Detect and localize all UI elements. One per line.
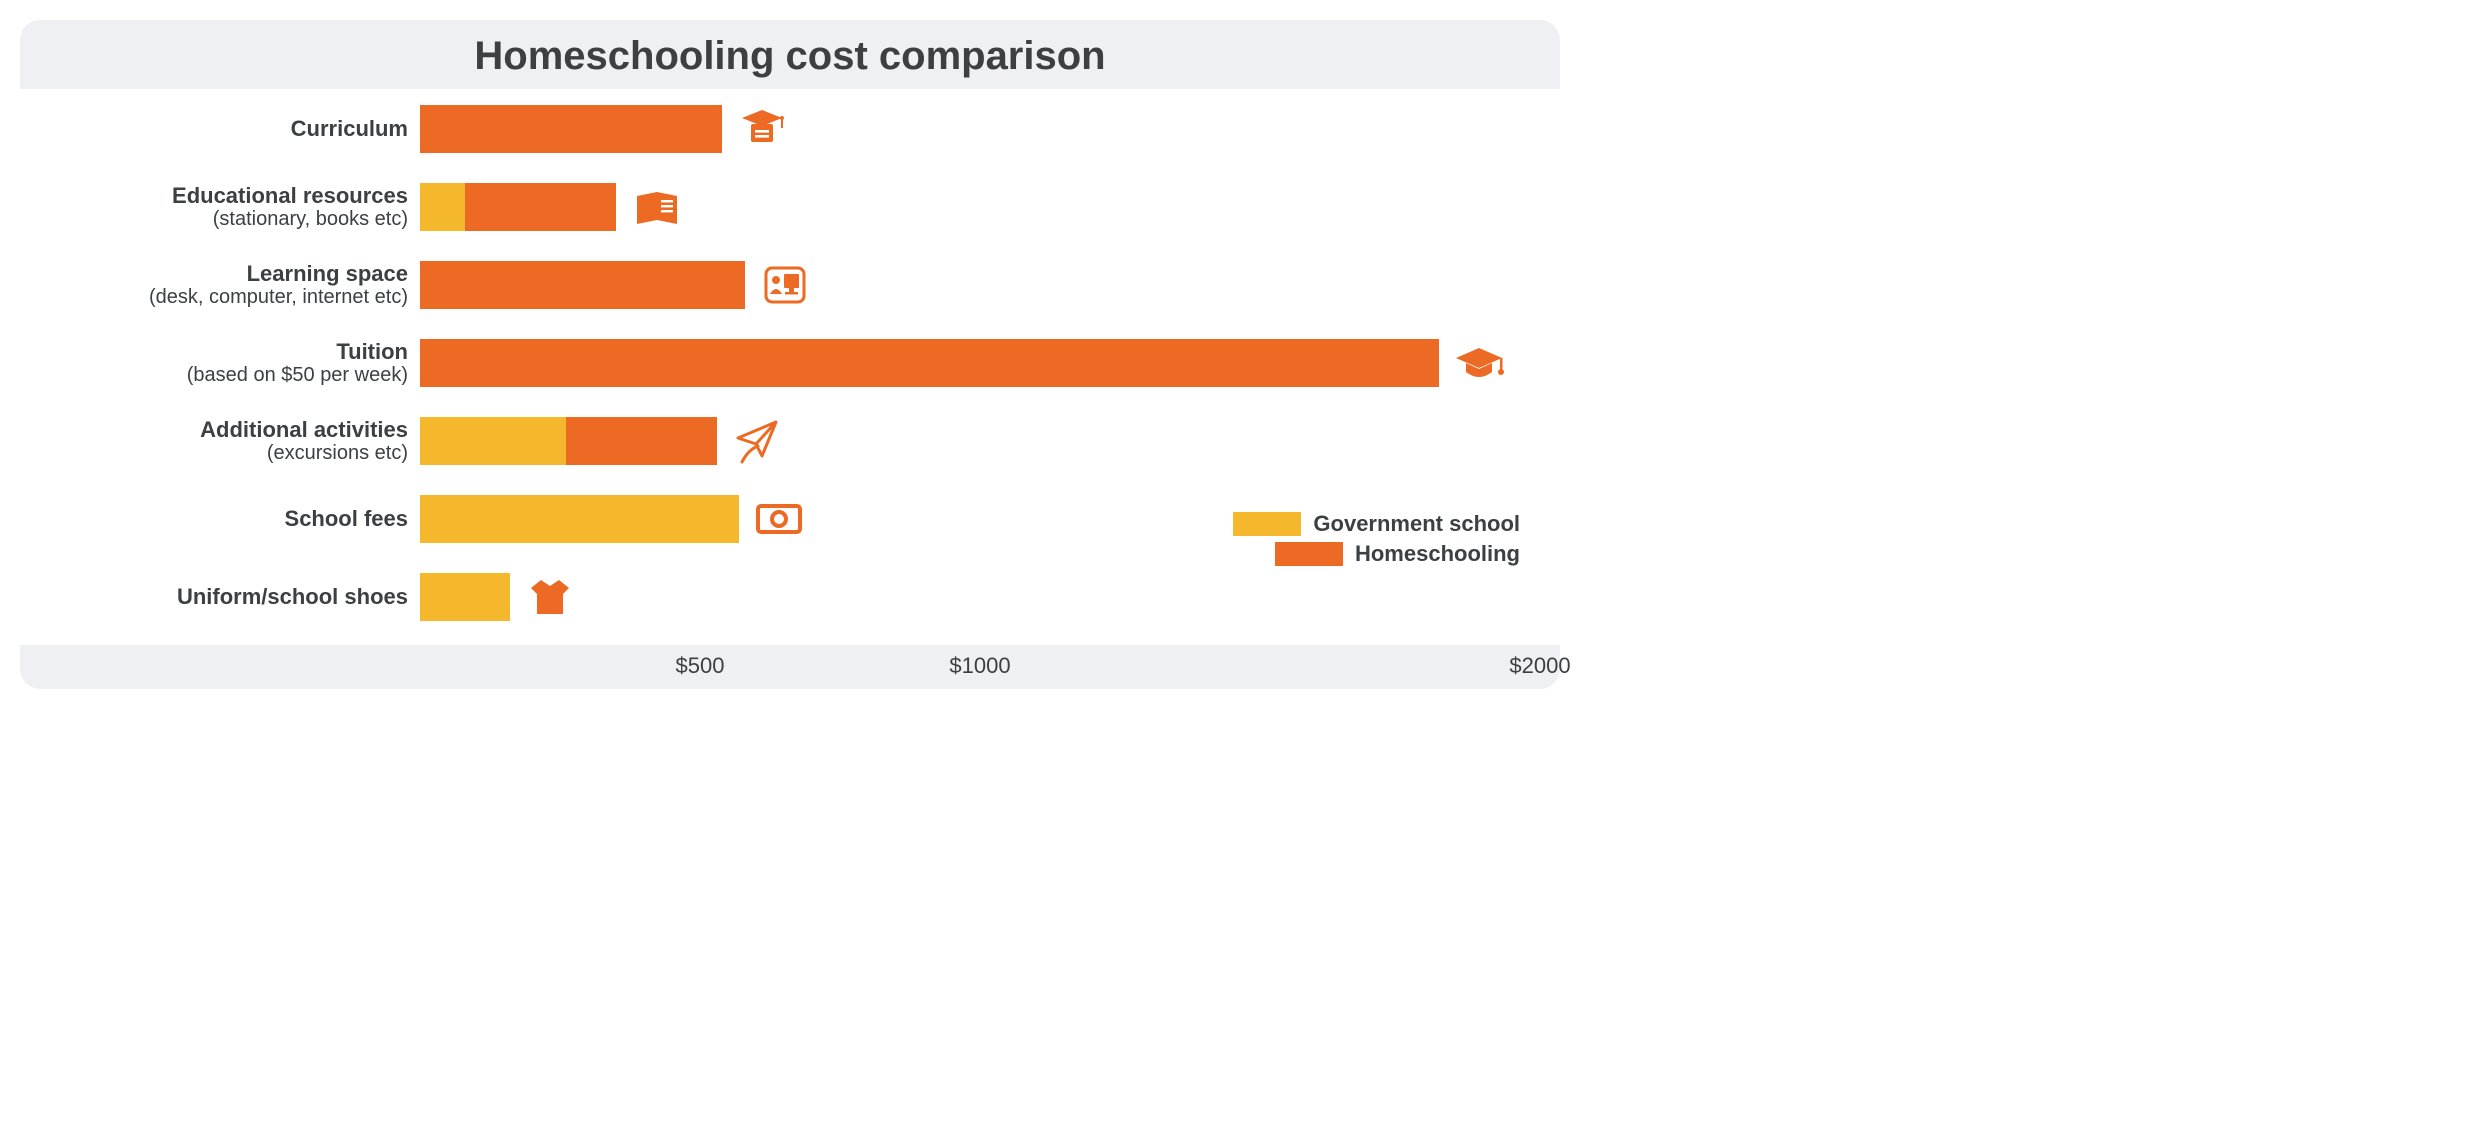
bar-segment-government — [420, 573, 510, 621]
bar-segment-homeschool — [420, 261, 745, 309]
row-label-secondary: (based on $50 per week) — [20, 364, 408, 387]
chart-title: Homeschooling cost comparison — [20, 34, 1560, 79]
x-axis-tick: $500 — [676, 653, 725, 679]
row-label-primary: Learning space — [20, 261, 408, 286]
bar-segment-government — [420, 183, 465, 231]
chart-row: Tuition(based on $50 per week) — [20, 333, 1560, 393]
row-label: Learning space(desk, computer, internet … — [20, 261, 420, 309]
chart-title-bar: Homeschooling cost comparison — [20, 20, 1560, 89]
chart-row: Uniform/school shoes — [20, 567, 1560, 627]
legend-item: Homeschooling — [1233, 541, 1520, 567]
row-label-primary: Uniform/school shoes — [20, 584, 408, 609]
chart-row: Learning space(desk, computer, internet … — [20, 255, 1560, 315]
book-icon — [626, 177, 686, 237]
row-label: Educational resources(stationary, books … — [20, 183, 420, 231]
chart-row: Additional activities(excursions etc) — [20, 411, 1560, 471]
legend-item: Government school — [1233, 511, 1520, 537]
bar-track — [420, 183, 1560, 231]
bar-segment-homeschool — [566, 417, 717, 465]
legend: Government school Homeschooling — [1233, 507, 1520, 567]
bar-segment-government — [420, 417, 566, 465]
row-label-primary: Curriculum — [20, 116, 408, 141]
bar-segment-homeschool — [420, 339, 1439, 387]
bar-track — [420, 339, 1560, 387]
bar-track — [420, 417, 1560, 465]
row-label: School fees — [20, 506, 420, 531]
diploma-icon — [732, 99, 792, 159]
shirt-icon — [520, 567, 580, 627]
row-label: Tuition(based on $50 per week) — [20, 339, 420, 387]
chart-row: Curriculum — [20, 99, 1560, 159]
row-label-primary: Additional activities — [20, 417, 408, 442]
row-label: Additional activities(excursions etc) — [20, 417, 420, 465]
chart-rows: Curriculum Educational resources(stationa… — [20, 89, 1560, 627]
bar-segment-government — [420, 495, 739, 543]
grad-cap-icon — [1449, 333, 1509, 393]
desk-icon — [755, 255, 815, 315]
x-axis: $500$1000$2000 — [20, 645, 1560, 689]
bar-segment-homeschool — [420, 105, 722, 153]
legend-label: Homeschooling — [1355, 541, 1520, 567]
x-axis-tick: $2000 — [1509, 653, 1570, 679]
paper-plane-icon — [727, 411, 787, 471]
legend-label: Government school — [1313, 511, 1520, 537]
chart-row: Educational resources(stationary, books … — [20, 177, 1560, 237]
legend-swatch — [1275, 542, 1343, 566]
bar-track — [420, 105, 1560, 153]
row-label: Curriculum — [20, 116, 420, 141]
row-label: Uniform/school shoes — [20, 584, 420, 609]
x-axis-tick: $1000 — [949, 653, 1010, 679]
money-icon — [749, 489, 809, 549]
chart-container: Homeschooling cost comparison Curriculum… — [20, 20, 1560, 689]
row-label-secondary: (excursions etc) — [20, 442, 408, 465]
bar-track — [420, 261, 1560, 309]
row-label-primary: School fees — [20, 506, 408, 531]
row-label-secondary: (stationary, books etc) — [20, 208, 408, 231]
bar-segment-homeschool — [465, 183, 616, 231]
row-label-secondary: (desk, computer, internet etc) — [20, 286, 408, 309]
row-label-primary: Educational resources — [20, 183, 408, 208]
row-label-primary: Tuition — [20, 339, 408, 364]
legend-swatch — [1233, 512, 1301, 536]
bar-track — [420, 573, 1560, 621]
